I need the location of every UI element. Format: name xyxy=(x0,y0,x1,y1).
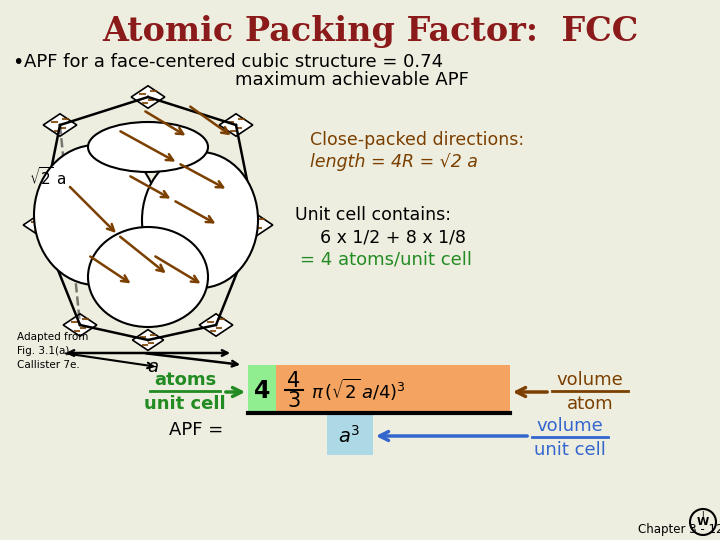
Text: APF =: APF = xyxy=(168,421,223,439)
Text: Chapter 3 - 12: Chapter 3 - 12 xyxy=(638,523,720,537)
Text: Atomic Packing Factor:  FCC: Atomic Packing Factor: FCC xyxy=(102,16,638,49)
Bar xyxy=(248,365,276,413)
Polygon shape xyxy=(199,314,233,336)
Polygon shape xyxy=(132,329,163,350)
Text: a: a xyxy=(148,358,158,376)
Text: 4: 4 xyxy=(287,371,301,391)
Text: volume: volume xyxy=(536,417,603,435)
Text: unit cell: unit cell xyxy=(534,441,606,459)
Text: W: W xyxy=(697,517,709,527)
Bar xyxy=(276,365,510,413)
Polygon shape xyxy=(43,114,77,136)
Polygon shape xyxy=(239,214,273,236)
Text: Adapted from
Fig. 3.1(a),
Callister 7e.: Adapted from Fig. 3.1(a), Callister 7e. xyxy=(17,332,89,370)
Ellipse shape xyxy=(88,227,208,327)
Text: atom: atom xyxy=(567,395,613,413)
Text: Unit cell contains:: Unit cell contains: xyxy=(295,206,451,224)
Text: unit cell: unit cell xyxy=(144,395,226,413)
Text: atoms: atoms xyxy=(154,371,216,389)
Text: $\sqrt{2}$ a: $\sqrt{2}$ a xyxy=(29,166,67,188)
Text: 6 x 1/2 + 8 x 1/8: 6 x 1/2 + 8 x 1/8 xyxy=(320,228,466,246)
Ellipse shape xyxy=(142,152,258,288)
Text: APF for a face-centered cubic structure = 0.74: APF for a face-centered cubic structure … xyxy=(24,53,443,71)
Text: $\pi\,(\sqrt{2}\,a/4)^3$: $\pi\,(\sqrt{2}\,a/4)^3$ xyxy=(311,377,406,403)
Polygon shape xyxy=(63,314,96,336)
Text: $a^3$: $a^3$ xyxy=(338,425,360,447)
Text: Close-packed directions:: Close-packed directions: xyxy=(310,131,524,149)
Text: 4: 4 xyxy=(254,379,270,403)
Text: 3: 3 xyxy=(287,391,301,411)
Bar xyxy=(327,415,373,455)
Text: maximum achievable APF: maximum achievable APF xyxy=(235,71,469,89)
Polygon shape xyxy=(23,214,57,236)
Text: J: J xyxy=(702,511,704,521)
Text: •: • xyxy=(12,52,23,71)
Ellipse shape xyxy=(34,145,158,285)
Text: length = 4R = √2 a: length = 4R = √2 a xyxy=(310,153,478,171)
Text: volume: volume xyxy=(557,371,624,389)
Polygon shape xyxy=(219,114,253,136)
Text: = 4 atoms/unit cell: = 4 atoms/unit cell xyxy=(300,251,472,269)
Ellipse shape xyxy=(88,122,208,172)
Polygon shape xyxy=(131,86,165,108)
